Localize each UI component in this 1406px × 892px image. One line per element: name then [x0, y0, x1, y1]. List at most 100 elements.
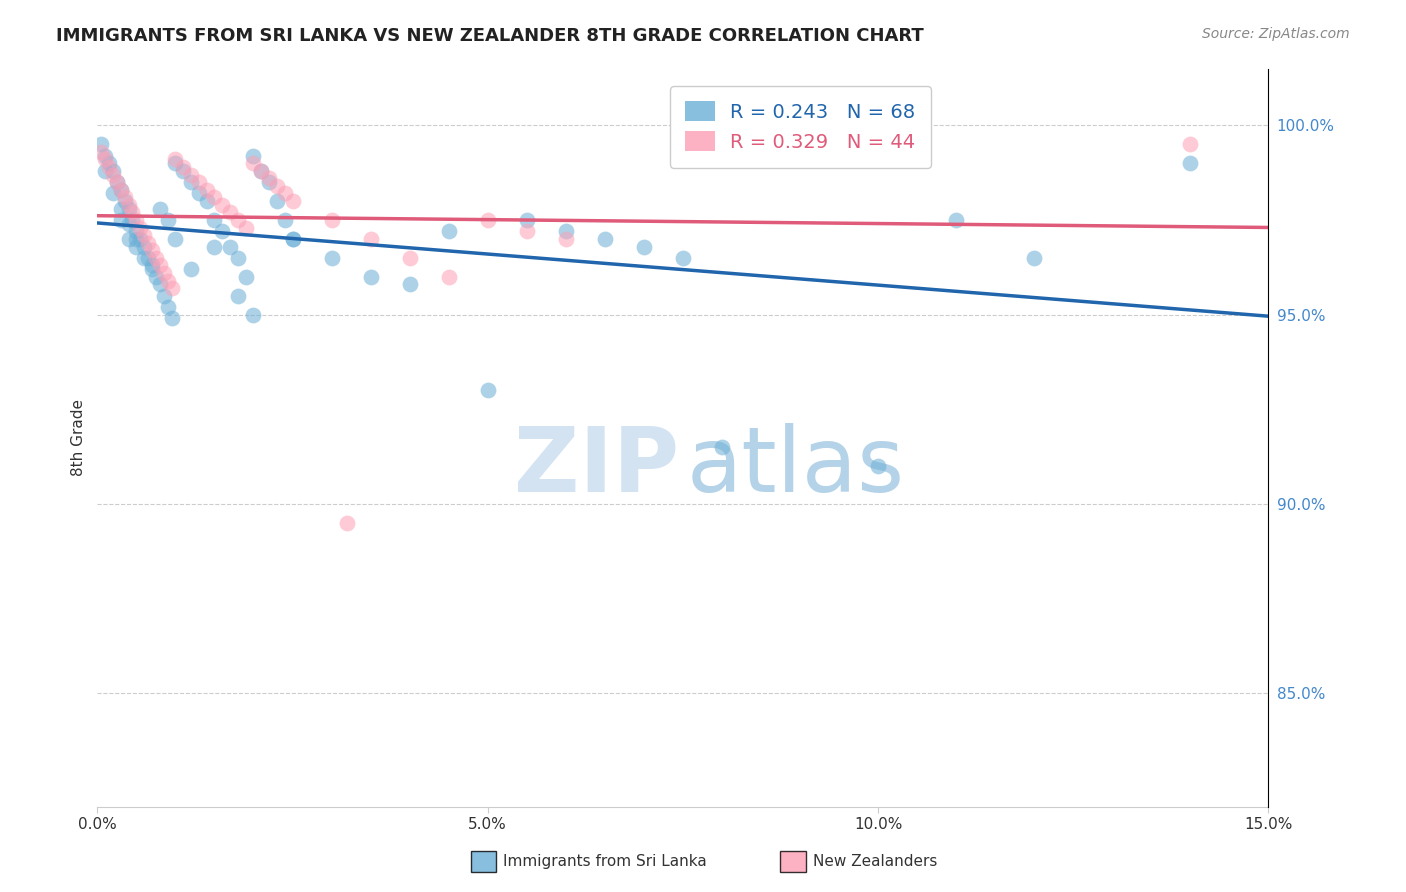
Point — [156, 213, 179, 227]
Point — [110, 183, 132, 197]
Point — [187, 175, 209, 189]
Point — [242, 308, 264, 322]
Point — [219, 239, 242, 253]
Point — [105, 175, 128, 189]
Text: Immigrants from Sri Lanka: Immigrants from Sri Lanka — [503, 855, 707, 869]
Point — [250, 163, 273, 178]
Point — [633, 239, 655, 253]
Point — [125, 239, 148, 253]
Point — [235, 220, 257, 235]
Text: atlas: atlas — [686, 424, 904, 511]
Point — [125, 232, 148, 246]
Point — [281, 232, 304, 246]
Point — [226, 251, 249, 265]
Point — [165, 232, 187, 246]
Point — [90, 137, 112, 152]
Point — [136, 251, 159, 265]
Point — [160, 311, 183, 326]
Point — [117, 198, 139, 212]
Y-axis label: 8th Grade: 8th Grade — [72, 400, 86, 476]
Point — [554, 224, 576, 238]
Point — [98, 156, 121, 170]
Point — [134, 239, 156, 253]
Point — [211, 198, 233, 212]
Point — [172, 163, 194, 178]
Point — [477, 213, 499, 227]
Text: Source: ZipAtlas.com: Source: ZipAtlas.com — [1202, 27, 1350, 41]
Text: ZIP: ZIP — [515, 424, 679, 511]
Point — [134, 251, 156, 265]
Point — [477, 384, 499, 398]
Point — [117, 232, 139, 246]
Point — [204, 239, 226, 253]
Point — [281, 194, 304, 208]
Point — [141, 262, 163, 277]
Point — [160, 281, 183, 295]
Point — [187, 186, 209, 201]
Point — [204, 190, 226, 204]
Point — [945, 213, 967, 227]
Point — [219, 205, 242, 219]
Point — [145, 269, 167, 284]
Point — [129, 232, 152, 246]
Point — [129, 220, 152, 235]
Point — [94, 148, 117, 162]
Point — [235, 269, 257, 284]
Point — [94, 153, 117, 167]
Point — [321, 213, 343, 227]
Text: IMMIGRANTS FROM SRI LANKA VS NEW ZEALANDER 8TH GRADE CORRELATION CHART: IMMIGRANTS FROM SRI LANKA VS NEW ZEALAND… — [56, 27, 924, 45]
Point — [593, 232, 616, 246]
Point — [710, 440, 733, 454]
Point — [114, 190, 136, 204]
Point — [554, 232, 576, 246]
Point — [321, 251, 343, 265]
Point — [437, 269, 460, 284]
Point — [117, 202, 139, 216]
Point — [868, 459, 890, 474]
Point — [121, 205, 143, 219]
Point — [360, 269, 382, 284]
Point — [266, 194, 288, 208]
Point — [172, 160, 194, 174]
Point — [134, 228, 156, 243]
Point — [149, 277, 172, 292]
Point — [1180, 156, 1202, 170]
Point — [141, 259, 163, 273]
Point — [281, 232, 304, 246]
Point — [125, 213, 148, 227]
Point — [98, 160, 121, 174]
Point — [152, 266, 174, 280]
Point — [165, 156, 187, 170]
Point — [156, 274, 179, 288]
Point — [165, 153, 187, 167]
Point — [121, 213, 143, 227]
Point — [398, 277, 420, 292]
Point — [125, 224, 148, 238]
Point — [101, 163, 124, 178]
Point — [156, 300, 179, 314]
Point — [516, 224, 538, 238]
Legend: R = 0.243   N = 68, R = 0.329   N = 44: R = 0.243 N = 68, R = 0.329 N = 44 — [669, 86, 931, 168]
Point — [180, 262, 202, 277]
Text: New Zealanders: New Zealanders — [813, 855, 936, 869]
Point — [360, 232, 382, 246]
Point — [1180, 137, 1202, 152]
Point — [149, 202, 172, 216]
Point — [101, 186, 124, 201]
Point — [672, 251, 695, 265]
Point — [110, 202, 132, 216]
Point — [211, 224, 233, 238]
Point — [195, 194, 218, 208]
Point — [141, 244, 163, 258]
Point — [110, 213, 132, 227]
Point — [90, 145, 112, 159]
Point — [114, 194, 136, 208]
Point — [336, 516, 359, 530]
Point — [250, 163, 273, 178]
Point — [516, 213, 538, 227]
Point — [274, 186, 297, 201]
Point — [180, 168, 202, 182]
Point — [257, 175, 280, 189]
Point — [398, 251, 420, 265]
Point — [117, 217, 139, 231]
